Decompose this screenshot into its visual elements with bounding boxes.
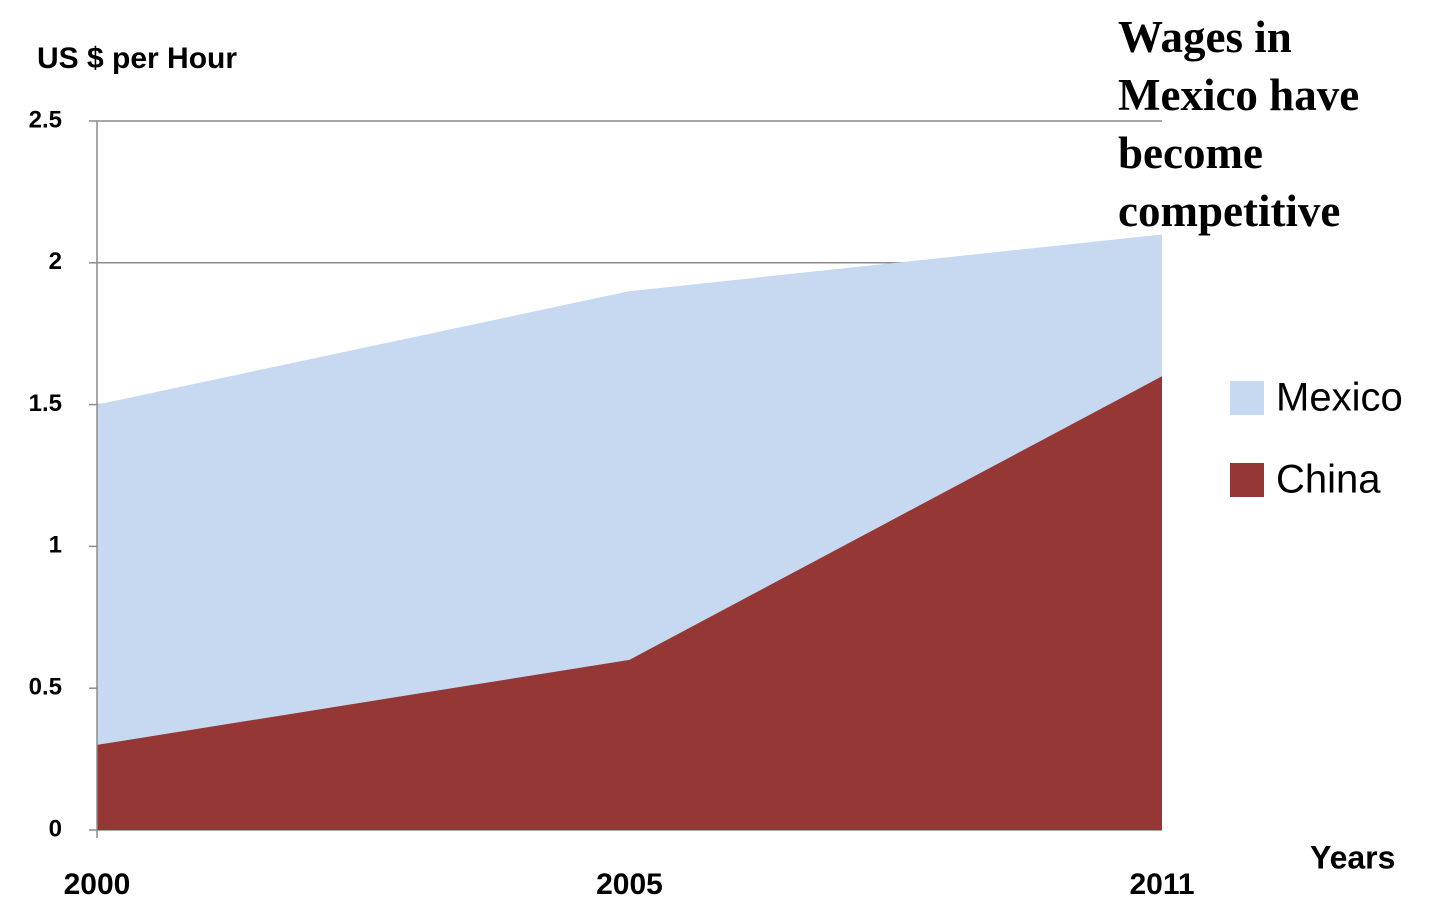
x-tick-label: 2000 bbox=[64, 868, 131, 901]
y-tick-label: 2.5 bbox=[29, 106, 62, 133]
y-axis-label: US $ per Hour bbox=[37, 42, 237, 75]
legend-label: China bbox=[1276, 458, 1381, 502]
y-tick-label: 2 bbox=[49, 248, 62, 275]
y-tick-label: 0 bbox=[49, 815, 62, 842]
x-tick-label: 2005 bbox=[596, 868, 663, 901]
legend-label: Mexico bbox=[1276, 376, 1403, 420]
x-tick-label: 2011 bbox=[1129, 868, 1194, 901]
y-tick-label: 1.5 bbox=[29, 390, 62, 417]
area bbox=[97, 376, 1162, 830]
x-axis-label: Years bbox=[1310, 839, 1395, 875]
y-tick-label: 1 bbox=[49, 532, 62, 559]
y-tick-label: 0.5 bbox=[29, 674, 62, 701]
chart-title: Wages in Mexico have become competitive bbox=[1118, 12, 1360, 236]
legend-swatch bbox=[1230, 381, 1264, 415]
legend-swatch bbox=[1230, 463, 1264, 497]
